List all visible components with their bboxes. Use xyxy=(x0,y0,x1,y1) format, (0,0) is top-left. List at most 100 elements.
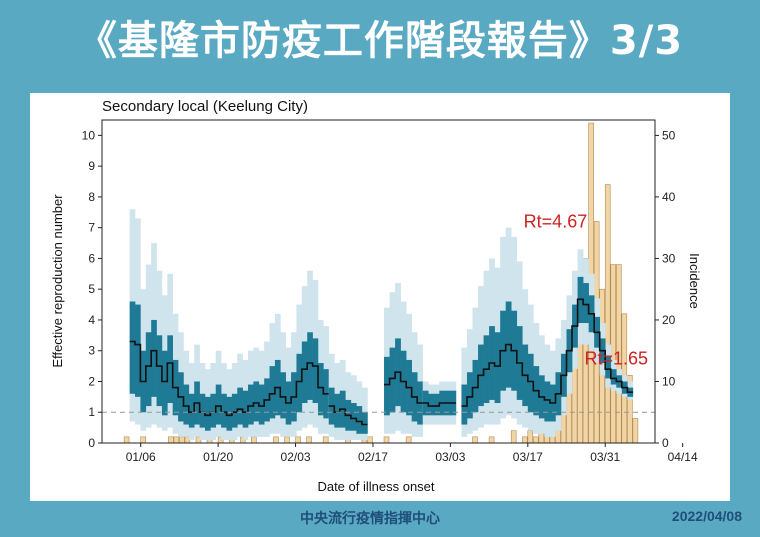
y-tick-label: 1 xyxy=(88,405,95,419)
page-title: 《基隆市防疫工作階段報告》3/3 xyxy=(76,18,684,64)
rt-inner-ci xyxy=(384,356,390,416)
rt-inner-ci xyxy=(307,332,313,400)
rt-annotations: Rt=4.67 Rt=1.65 xyxy=(524,212,648,369)
rt-line xyxy=(129,340,329,417)
y2-tick-label: 30 xyxy=(662,251,676,265)
incidence-bar xyxy=(472,436,478,444)
rt-inner-ci xyxy=(231,393,238,428)
rt-annotation: Rt=4.67 xyxy=(524,212,588,232)
rt-inner-ci xyxy=(253,381,260,422)
incidence-bar xyxy=(284,436,290,444)
y-tick-label: 3 xyxy=(88,344,95,358)
incidence-bar xyxy=(527,430,534,444)
x-axis-label: Date of illness onset xyxy=(317,479,434,494)
incidence-bar xyxy=(123,436,130,444)
rt-inner-ci xyxy=(280,372,286,419)
incidence-bar xyxy=(604,184,611,444)
rt-inner-ci xyxy=(161,350,168,416)
rt-line xyxy=(384,371,423,404)
rt-incidence-chart: Secondary local (Keelung City) 0 1 2 3 4 5 6 7 8… xyxy=(50,98,702,494)
y-tick-label: 5 xyxy=(88,282,95,296)
rt-inner-ci xyxy=(296,353,303,413)
rt-inner-ci xyxy=(334,393,341,428)
rt-inner-ci xyxy=(237,387,243,425)
x-tick-label: 04/14 xyxy=(668,450,698,464)
x-tick-label: 03/03 xyxy=(435,450,465,464)
rt-inner-ci xyxy=(145,332,152,407)
footer-agency: 中央流行疫情指揮中心 xyxy=(300,511,440,527)
rt-inner-ci xyxy=(472,359,479,413)
rt-line xyxy=(461,298,633,407)
rt-inner-ci xyxy=(461,384,468,425)
rt-inner-ci xyxy=(188,393,195,428)
x-tick-label: 03/17 xyxy=(513,450,543,464)
y-tick-label: 10 xyxy=(82,128,96,142)
footer-date: 2022/04/08 xyxy=(671,508,742,524)
y2-tick-label: 50 xyxy=(662,128,676,142)
x-tick-label: 02/17 xyxy=(358,450,388,464)
rt-inner-ci xyxy=(151,319,157,397)
incidence-bar xyxy=(306,436,312,444)
rt-inner-ci xyxy=(312,338,319,404)
y-tick-label: 9 xyxy=(88,159,95,173)
rt-inner-ci xyxy=(242,390,249,428)
y-tick-label: 2 xyxy=(88,374,95,388)
incidence-bar xyxy=(322,436,329,444)
y-tick-label: 0 xyxy=(88,436,95,450)
rt-inner-ci xyxy=(204,396,211,431)
rt-inner-ci xyxy=(269,366,276,419)
y2-axis-label: Incidence xyxy=(687,253,702,309)
y-axis-label: Effective reproduction number xyxy=(50,194,65,368)
rt-inner-ci xyxy=(583,283,589,324)
incidence-bar xyxy=(295,436,301,444)
incidence-bar xyxy=(488,436,495,444)
incidence-bar xyxy=(273,436,279,444)
incidence-bar xyxy=(521,436,528,444)
rt-inner-ci xyxy=(248,384,254,425)
rt-inner-ci xyxy=(183,384,190,425)
rt-inner-ci xyxy=(135,304,141,397)
rt-inner-ci xyxy=(199,393,206,428)
chart-card: Secondary local (Keelung City) 0 1 2 3 4 5 6 7 8… xyxy=(30,93,730,501)
x-tick-label: 01/06 xyxy=(126,450,156,464)
incidence-bar xyxy=(179,436,185,444)
y-tick-label: 4 xyxy=(88,313,95,327)
incidence-bar xyxy=(173,436,180,444)
rt-inner-ci xyxy=(428,393,435,416)
x-tick-label: 03/31 xyxy=(590,450,620,464)
rt-inner-ci xyxy=(129,301,136,394)
rt-line xyxy=(422,402,456,407)
rt-inner-ci xyxy=(317,363,324,416)
incidence-bar xyxy=(510,430,517,444)
rt-inner-ci xyxy=(433,393,440,416)
rt-inner-ci xyxy=(226,396,233,431)
x-tick-label: 01/20 xyxy=(203,450,233,464)
rt-inner-ci xyxy=(361,412,368,434)
chart-title: Secondary local (Keelung City) xyxy=(102,98,308,115)
rt-inner-ci xyxy=(215,384,222,425)
rt-annotation: Rt=1.65 xyxy=(585,349,649,369)
rt-inner-ci xyxy=(389,347,396,413)
rt-inner-ci xyxy=(610,369,617,385)
incidence-bar xyxy=(367,436,373,444)
rt-inner-ci xyxy=(494,332,501,404)
rt-inner-ci xyxy=(544,381,551,422)
plot-frame xyxy=(101,119,656,444)
y-tick-label: 6 xyxy=(88,251,95,265)
rt-inner-ci xyxy=(221,393,227,428)
rt-confidence-bands xyxy=(129,209,634,440)
rt-inner-ci xyxy=(301,341,308,404)
incidence-bar xyxy=(383,436,390,444)
rt-lines xyxy=(102,298,655,426)
x-tick-label: 02/03 xyxy=(281,450,311,464)
incidence-bar xyxy=(632,418,639,444)
rt-inner-ci xyxy=(350,403,357,431)
incidence-bar xyxy=(168,436,174,444)
incidence-bar xyxy=(140,436,146,444)
y2-tick-label: 10 xyxy=(662,374,676,388)
rt-inner-ci xyxy=(527,353,534,413)
rt-inner-ci xyxy=(466,372,473,419)
rt-inner-ci xyxy=(258,384,265,425)
rt-line xyxy=(328,405,368,426)
y-tick-label: 8 xyxy=(88,190,95,204)
